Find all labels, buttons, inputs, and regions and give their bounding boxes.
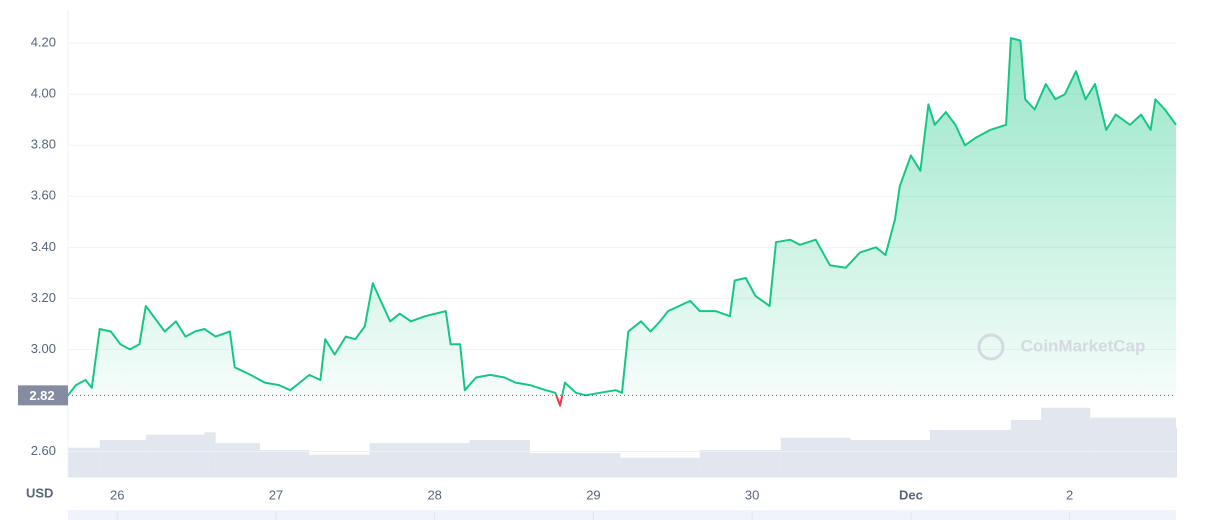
- volume-bar: [1041, 407, 1091, 477]
- volume-bar: [620, 457, 700, 477]
- volume-bar: [529, 453, 621, 477]
- y-tick-label: 2.60: [31, 443, 56, 458]
- volume-bar: [369, 443, 470, 477]
- volume-bar: [99, 440, 146, 477]
- y-tick-label: 3.60: [31, 188, 56, 203]
- y-tick-label: 3.40: [31, 239, 56, 254]
- volume-bar: [469, 440, 530, 477]
- volume-bar: [780, 437, 851, 477]
- reference-label: 2.82: [29, 388, 54, 403]
- x-tick-label: 26: [110, 487, 124, 502]
- volume-bar: [699, 450, 781, 477]
- x-tick-label: 28: [427, 487, 441, 502]
- volume-bar: [260, 450, 310, 477]
- volume-bar: [850, 440, 930, 477]
- volume-bar: [929, 430, 1011, 477]
- x-tick-label: Dec: [899, 487, 923, 502]
- y-tick-label: 3.80: [31, 137, 56, 152]
- x-tick-label: 30: [745, 487, 759, 502]
- x-tick-label: 29: [586, 487, 600, 502]
- axis-label: USD: [26, 485, 53, 500]
- volume-bar: [1176, 427, 1177, 477]
- volume-bar: [204, 432, 216, 477]
- volume-bar: [1090, 417, 1176, 477]
- volume-bar: [68, 447, 100, 477]
- y-tick-label: 4.00: [31, 86, 56, 101]
- price-line: [67, 37, 1177, 396]
- price-area: [68, 38, 1176, 396]
- reference-box: [18, 385, 68, 406]
- watermark: CoinMarketCap: [1021, 336, 1146, 355]
- volume-bar: [145, 434, 205, 477]
- x-tick-label: 2: [1066, 487, 1073, 502]
- navigator[interactable]: [68, 510, 1176, 520]
- y-tick-label: 3.20: [31, 290, 56, 305]
- y-tick-label: 3.00: [31, 341, 56, 356]
- y-tick-label: 4.20: [31, 35, 56, 50]
- volume-bar: [1010, 420, 1042, 477]
- volume-bar: [215, 443, 261, 477]
- watermark-logo: [977, 333, 1005, 361]
- x-tick-label: 27: [269, 487, 283, 502]
- volume-bar: [309, 454, 370, 477]
